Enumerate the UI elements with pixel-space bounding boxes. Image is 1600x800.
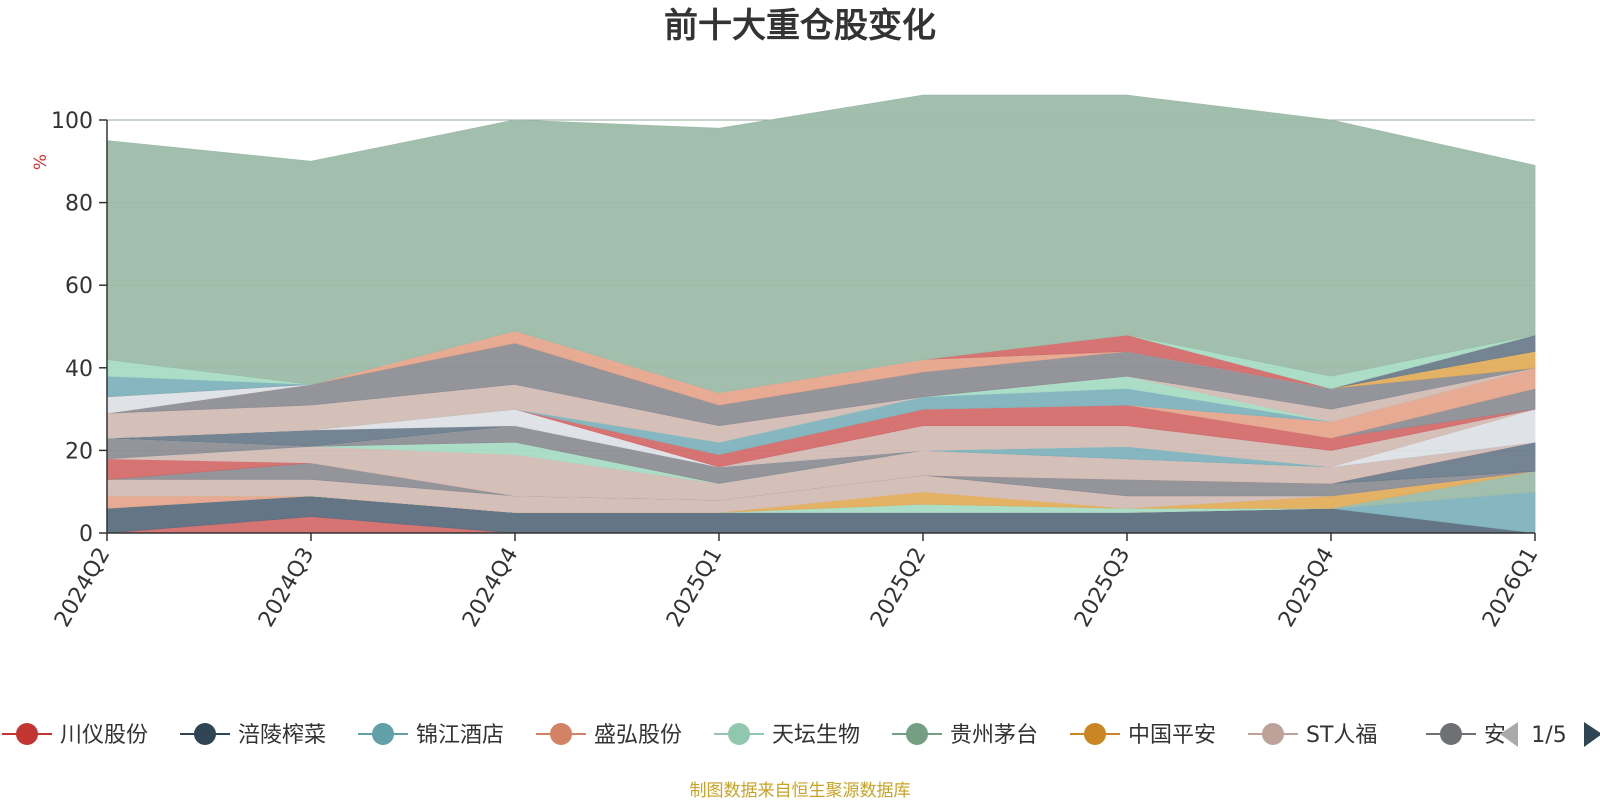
x-tick-label: 2024Q4	[458, 543, 523, 631]
legend-label: 贵州茅台	[950, 723, 1038, 748]
legend-label: 安	[1484, 723, 1506, 748]
x-tick-label: 2025Q2	[866, 543, 931, 631]
legend-item[interactable]: 盛弘股份	[536, 723, 682, 748]
legend: 川仪股份 涪陵榨菜 锦江酒店 盛弘股份 天坛生物 贵州茅台 中国平安 ST人福 安	[2, 723, 1506, 748]
legend-marker-icon	[194, 723, 216, 745]
x-tick-label: 2026Q1	[1478, 543, 1543, 631]
y-axis-label: %	[31, 154, 51, 170]
legend-item[interactable]: ST人福	[1248, 723, 1377, 748]
legend-marker-icon	[372, 723, 394, 745]
legend-label: 天坛生物	[772, 723, 860, 748]
legend-label: 涪陵榨菜	[238, 723, 326, 748]
axes	[99, 119, 1536, 541]
legend-page-indicator: 1/5	[1531, 723, 1566, 748]
legend-marker-icon	[1262, 723, 1284, 745]
y-tick-labels: 0 20 40 60 80 100	[51, 109, 93, 547]
legend-item[interactable]: 安	[1426, 723, 1506, 748]
legend-marker-icon	[1440, 723, 1462, 745]
chart-title: 前十大重仓股变化	[664, 6, 936, 46]
legend-label: 川仪股份	[60, 723, 148, 748]
stacked-areas	[106, 94, 1536, 534]
legend-marker-icon	[550, 723, 572, 745]
legend-marker-icon	[1084, 723, 1106, 745]
legend-item[interactable]: 川仪股份	[2, 723, 148, 748]
legend-label: ST人福	[1306, 723, 1377, 748]
y-tick-label: 60	[65, 274, 93, 299]
y-tick-label: 0	[79, 522, 93, 547]
legend-marker-icon	[728, 723, 750, 745]
legend-item[interactable]: 贵州茅台	[892, 723, 1038, 748]
source-note: 制图数据来自恒生聚源数据库	[690, 781, 911, 800]
legend-item[interactable]: 天坛生物	[714, 723, 860, 748]
x-tick-label: 2025Q3	[1070, 543, 1135, 631]
y-tick-label: 20	[65, 439, 93, 464]
legend-prev-page-icon[interactable]	[1500, 722, 1518, 747]
legend-marker-icon	[16, 723, 38, 745]
y-tick-label: 40	[65, 357, 93, 382]
legend-item[interactable]: 涪陵榨菜	[180, 723, 326, 748]
area-series-33	[106, 94, 1536, 394]
legend-label: 盛弘股份	[594, 723, 682, 748]
x-tick-label: 2025Q1	[662, 543, 727, 631]
y-tick-label: 80	[65, 192, 93, 217]
legend-label: 中国平安	[1128, 723, 1216, 748]
legend-item[interactable]: 中国平安	[1070, 723, 1216, 748]
legend-next-page-icon[interactable]	[1584, 722, 1600, 747]
legend-marker-icon	[906, 723, 928, 745]
legend-label: 锦江酒店	[416, 723, 504, 748]
x-tick-label: 2025Q4	[1274, 543, 1339, 631]
x-tick-label: 2024Q2	[50, 543, 115, 631]
x-tick-label: 2024Q3	[254, 543, 319, 631]
x-tick-labels: 2024Q2 2024Q3 2024Q4 2025Q1 2025Q2 2025Q3 2025…	[50, 543, 1543, 631]
legend-item[interactable]: 锦江酒店	[358, 723, 504, 748]
y-tick-label: 100	[51, 109, 93, 134]
